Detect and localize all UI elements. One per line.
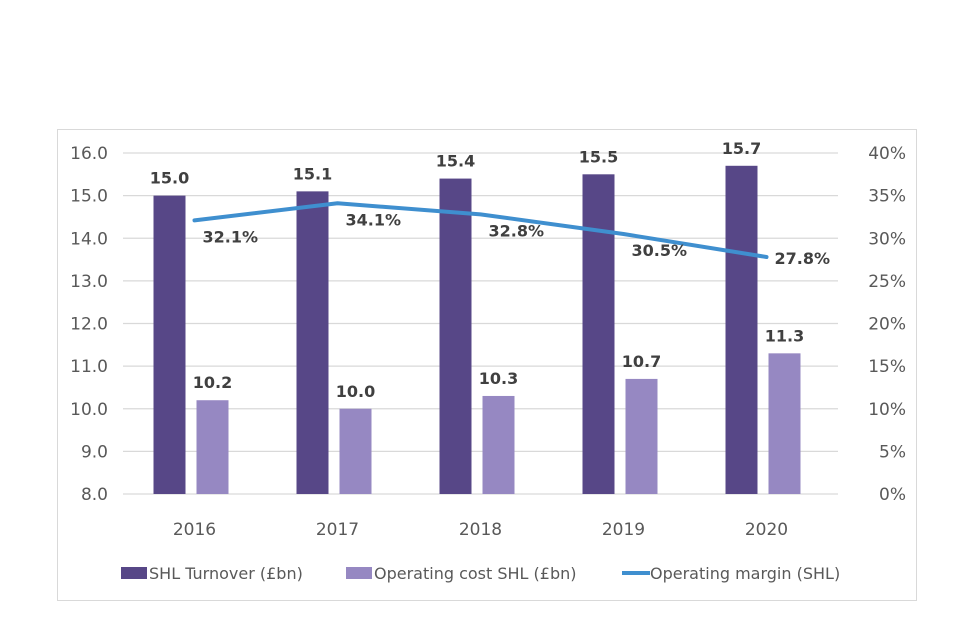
right-tick-label: 0% xyxy=(879,485,906,505)
bar-turnover xyxy=(296,191,329,495)
x-tick-label: 2017 xyxy=(316,520,359,540)
bars xyxy=(153,165,801,495)
data-labels: 15.0 10.2 15.1 10.0 15.4 10.3 15.5 10.7 15.7 11.3… xyxy=(150,139,830,401)
bar-operating-cost xyxy=(339,408,372,494)
bar-turnover xyxy=(439,178,472,494)
bar-operating-cost xyxy=(625,378,658,494)
line-data-label: 27.8% xyxy=(775,249,831,268)
line-data-label: 30.5% xyxy=(632,241,688,260)
legend-label: SHL Turnover (£bn) xyxy=(149,564,303,583)
left-tick-label: 16.0 xyxy=(70,144,108,164)
bar-data-label: 15.4 xyxy=(436,152,475,171)
right-tick-label: 30% xyxy=(868,229,906,249)
left-tick-label: 15.0 xyxy=(70,187,108,207)
left-tick-label: 9.0 xyxy=(81,442,108,462)
bar-data-label: 10.7 xyxy=(622,352,661,371)
legend-label: Operating margin (SHL) xyxy=(650,564,840,583)
x-axis-ticks: 2016 2017 2018 2019 2020 xyxy=(173,520,788,540)
left-tick-label: 14.0 xyxy=(70,229,108,249)
x-tick-label: 2020 xyxy=(745,520,788,540)
left-tick-label: 11.0 xyxy=(70,357,108,377)
bar-turnover xyxy=(153,195,186,494)
bar-data-label: 15.0 xyxy=(150,169,189,188)
right-tick-label: 35% xyxy=(868,187,906,207)
bar-turnover xyxy=(582,174,615,494)
bar-turnover xyxy=(725,165,758,494)
left-axis-ticks: 8.0 9.0 10.0 11.0 12.0 13.0 14.0 15.0 16.0 xyxy=(70,144,108,505)
line-data-label: 32.8% xyxy=(489,221,545,240)
bar-data-label: 15.5 xyxy=(579,147,618,166)
legend-swatch xyxy=(346,567,372,579)
legend: SHL Turnover (£bn) Operating cost SHL (£b… xyxy=(121,564,840,583)
bar-data-label: 15.1 xyxy=(293,164,332,183)
x-tick-label: 2016 xyxy=(173,520,216,540)
bar-operating-cost xyxy=(482,395,515,494)
left-tick-label: 8.0 xyxy=(81,485,108,505)
gridlines xyxy=(123,152,838,495)
legend-swatch xyxy=(121,567,147,579)
right-axis-ticks: 0% 5% 10% 15% 20% 25% 30% 35% 40% xyxy=(868,144,906,505)
line-data-label: 32.1% xyxy=(203,227,259,246)
left-tick-label: 12.0 xyxy=(70,315,108,335)
right-tick-label: 40% xyxy=(868,144,906,164)
legend-label: Operating cost SHL (£bn) xyxy=(374,564,577,583)
bar-data-label: 10.0 xyxy=(336,382,375,401)
right-tick-label: 10% xyxy=(868,400,906,420)
right-tick-label: 25% xyxy=(868,272,906,292)
bar-data-label: 15.7 xyxy=(722,139,761,158)
bar-data-label: 10.3 xyxy=(479,369,518,388)
right-tick-label: 20% xyxy=(868,315,906,335)
chart-frame xyxy=(57,129,917,601)
bar-operating-cost xyxy=(196,400,229,494)
bar-data-label: 11.3 xyxy=(765,326,804,345)
x-tick-label: 2019 xyxy=(602,520,645,540)
x-tick-label: 2018 xyxy=(459,520,502,540)
left-tick-label: 10.0 xyxy=(70,400,108,420)
bar-operating-cost xyxy=(768,353,801,494)
right-tick-label: 15% xyxy=(868,357,906,377)
margin-line xyxy=(192,201,769,260)
left-tick-label: 13.0 xyxy=(70,272,108,292)
bar-data-label: 10.2 xyxy=(193,373,232,392)
line-data-label: 34.1% xyxy=(346,210,402,229)
right-tick-label: 5% xyxy=(879,442,906,462)
